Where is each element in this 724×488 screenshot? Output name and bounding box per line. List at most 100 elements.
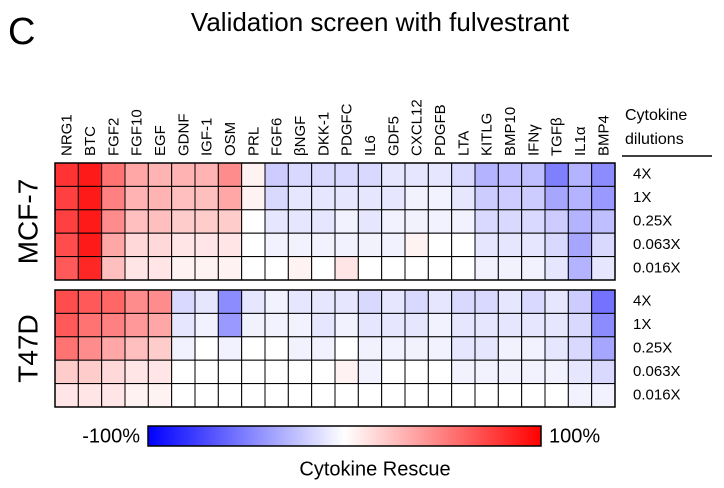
heat-cell (451, 359, 476, 385)
heat-cell (497, 312, 523, 338)
colorbar-tick-label: 100% (549, 425, 600, 447)
heat-cell (521, 185, 546, 211)
heat-cell (567, 336, 593, 361)
heat-cell (427, 383, 453, 408)
heat-cell (334, 336, 359, 361)
heat-cell (264, 162, 289, 187)
heat-cell (194, 312, 219, 338)
heat-cell (241, 359, 266, 385)
heat-cell (591, 312, 616, 338)
heat-cell (264, 312, 289, 338)
row-label: 0.063X (633, 236, 681, 253)
heat-cell (217, 256, 243, 281)
heat-cell (171, 383, 196, 408)
heat-cell (544, 289, 569, 314)
heat-cell (521, 383, 546, 408)
heat-cell (147, 359, 173, 385)
heat-cell (194, 383, 219, 408)
heat-cell (497, 232, 523, 258)
heat-cell (147, 185, 173, 211)
heat-cell (474, 209, 499, 234)
heat-cell (404, 312, 429, 338)
heat-cell (474, 289, 499, 314)
heat-cell (404, 289, 429, 314)
heat-cell (427, 232, 453, 258)
heat-cell (241, 232, 266, 258)
heat-cell (591, 185, 616, 211)
heat-cell (147, 289, 173, 314)
heat-cell (427, 336, 453, 361)
heat-cell (474, 232, 499, 258)
heat-cell (101, 256, 126, 281)
heat-cell (381, 383, 406, 408)
heat-cell (427, 162, 453, 187)
colorbar-tick-label: -100% (82, 425, 140, 447)
heat-cell (124, 209, 149, 234)
heat-cell (381, 209, 406, 234)
heat-cell (147, 383, 173, 408)
heat-cell (591, 359, 616, 385)
heat-cell (451, 289, 476, 314)
heat-cell (427, 185, 453, 211)
heat-cell (521, 336, 546, 361)
row-label: 1X (633, 316, 651, 333)
heat-cell (497, 336, 523, 361)
heat-cell (147, 336, 173, 361)
heat-cell (124, 383, 149, 408)
heat-cell (311, 336, 336, 361)
heat-cell (217, 359, 243, 385)
heat-cell (334, 383, 359, 408)
heat-cell (544, 383, 569, 408)
heat-cell (217, 209, 243, 234)
heat-cell (287, 256, 313, 281)
heat-cell (287, 162, 313, 187)
heat-cell (147, 232, 173, 258)
heat-cell (101, 289, 126, 314)
heat-cell (474, 359, 499, 385)
heat-cell (287, 232, 313, 258)
heat-cell (567, 359, 593, 385)
column-label: BMP10 (502, 107, 519, 156)
row-header: dilutions (625, 131, 684, 148)
heat-cell (567, 185, 593, 211)
heat-cell (381, 289, 406, 314)
heat-cell (77, 209, 103, 234)
column-label: GDNF (175, 114, 192, 157)
panel (54, 289, 616, 408)
heat-cell (124, 232, 149, 258)
heat-cell (171, 289, 196, 314)
heat-cell (77, 312, 103, 338)
heat-cell (381, 336, 406, 361)
heat-cell (544, 256, 569, 281)
heat-cell (171, 359, 196, 385)
heat-cell (77, 185, 103, 211)
heat-cell (264, 383, 289, 408)
heat-cell (357, 256, 383, 281)
heat-cell (241, 289, 266, 314)
heat-cell (381, 232, 406, 258)
heat-cell (194, 359, 219, 385)
column-label: IFNγ (525, 124, 542, 156)
heat-cell (357, 185, 383, 211)
heat-cell (357, 336, 383, 361)
heat-cell (567, 209, 593, 234)
heat-cell (54, 256, 79, 281)
column-label: BTC (82, 126, 99, 156)
heat-cell (591, 383, 616, 408)
heat-cell (194, 336, 219, 361)
heat-cell (311, 209, 336, 234)
heat-cell (124, 185, 149, 211)
heat-cell (451, 232, 476, 258)
heat-cell (357, 209, 383, 234)
heat-cell (171, 336, 196, 361)
column-label: BMP4 (595, 115, 612, 156)
heat-cell (521, 209, 546, 234)
heat-cell (591, 336, 616, 361)
heat-cell (497, 289, 523, 314)
heat-cell (287, 383, 313, 408)
heat-cell (567, 383, 593, 408)
heat-cell (54, 232, 79, 258)
heat-cell (194, 289, 219, 314)
heat-cell (101, 336, 126, 361)
column-label: CXCL12 (409, 99, 426, 156)
